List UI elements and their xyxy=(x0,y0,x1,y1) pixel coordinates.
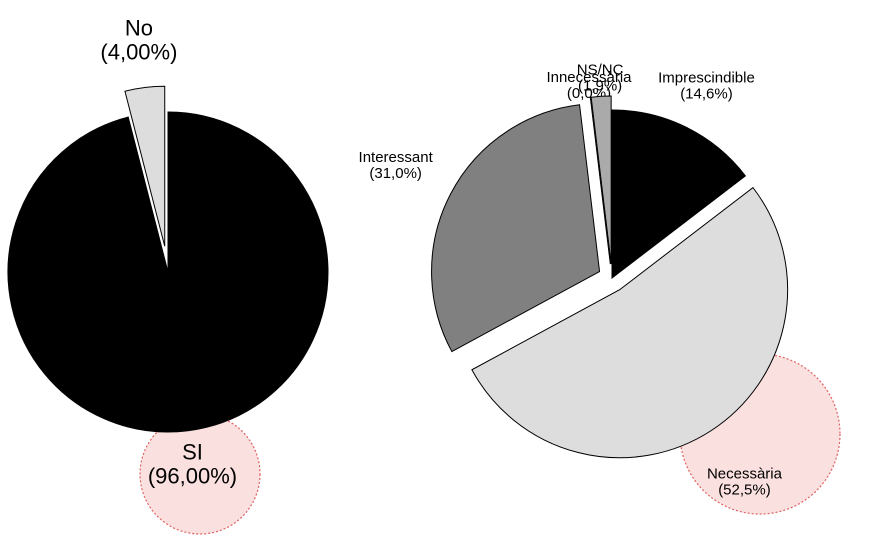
slice-value-label: (96,00%) xyxy=(148,463,237,488)
slice-value-label: (4,00%) xyxy=(100,40,177,65)
slice-value-label: (14,6%) xyxy=(680,86,733,103)
pie-slice xyxy=(590,95,612,265)
pie-slice xyxy=(611,109,747,280)
slice-label: Imprescindible xyxy=(658,70,755,87)
slice-label: Necessària xyxy=(707,465,783,482)
slice-value-label: (52,5%) xyxy=(718,481,771,498)
slice-label: No xyxy=(125,16,153,41)
pie-slice xyxy=(124,85,166,247)
slice-label: SI xyxy=(182,439,203,464)
slice-label: Interessant xyxy=(359,149,434,166)
slice-value-label: (31,0%) xyxy=(369,165,422,182)
slice-value-label: (1,9%) xyxy=(578,77,622,94)
highlight-circle xyxy=(139,413,261,535)
pie-slice xyxy=(471,186,789,459)
pie-slice xyxy=(431,104,601,353)
slice-label: NS/NC xyxy=(577,61,624,78)
pie-slice xyxy=(7,111,329,433)
slice-label: Innecessària xyxy=(546,69,632,86)
